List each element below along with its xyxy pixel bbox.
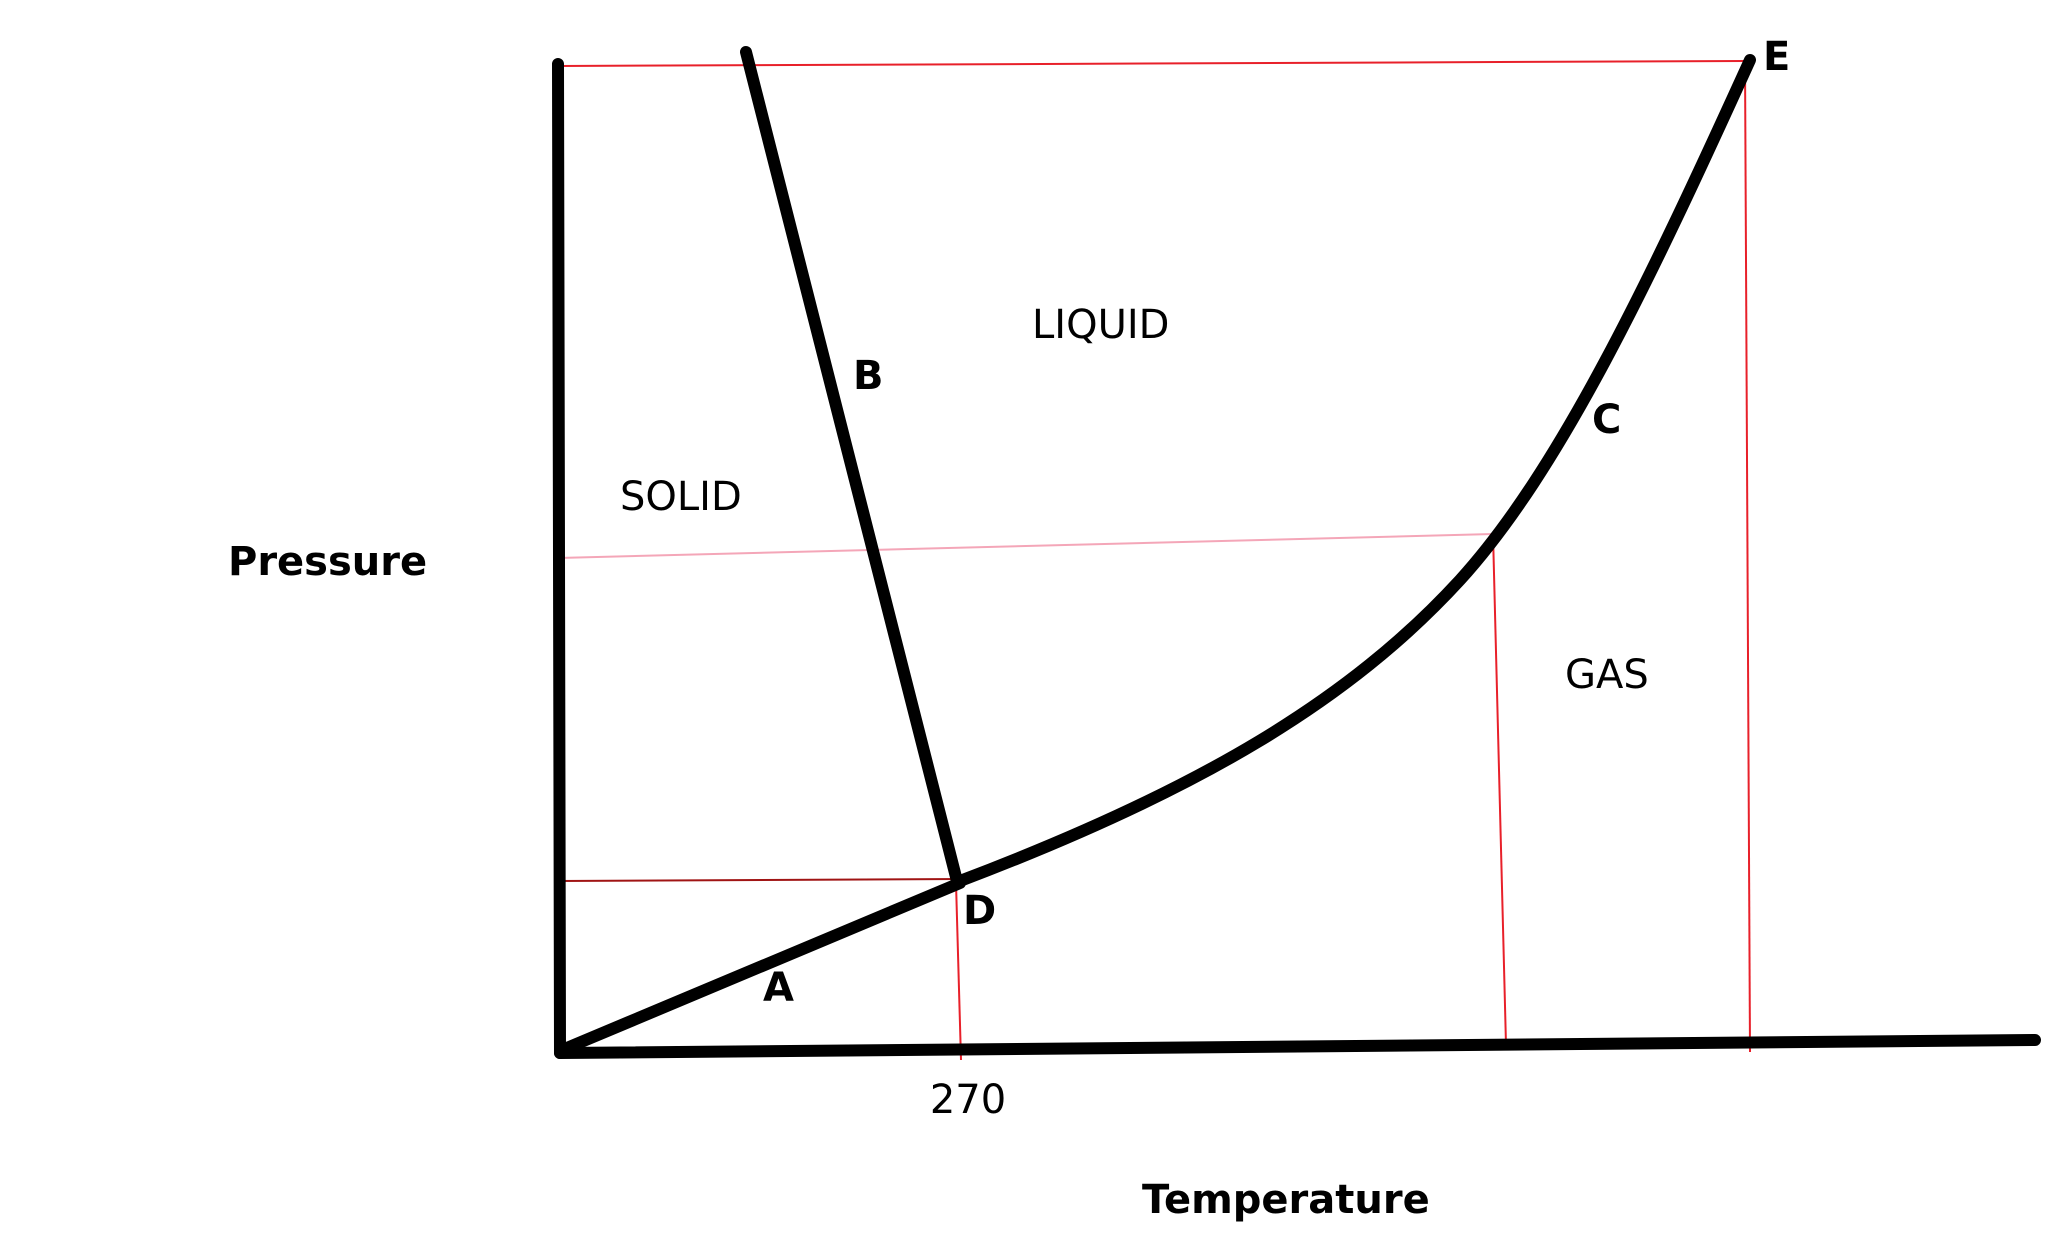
- boiling-vertical-guide-line: [1492, 533, 1507, 1046]
- pressure-axis: [552, 58, 566, 1059]
- region-label-solid: SOLID: [620, 474, 742, 520]
- melting-curve: [740, 46, 963, 887]
- sublimation-curve: [556, 877, 966, 1056]
- guide-lines: [557, 60, 1751, 1061]
- point-label-b: B: [853, 353, 884, 399]
- top-guide-line: [557, 60, 1746, 67]
- phase-boundaries: [552, 46, 2041, 1059]
- critical-vertical-guide-line: [1744, 60, 1751, 1053]
- point-label-a: A: [763, 965, 794, 1011]
- temperature-axis-title: Temperature: [1142, 1177, 1430, 1223]
- triple-point-horizontal-guide-line: [557, 878, 963, 882]
- vaporization-curve: [954, 54, 1756, 887]
- region-label-liquid: LIQUID: [1032, 302, 1169, 348]
- triple-point-vertical-guide-line: [955, 882, 962, 1061]
- point-label-c: C: [1592, 397, 1621, 443]
- temperature-axis: [554, 1034, 2041, 1059]
- pressure-axis-title: Pressure: [228, 539, 427, 585]
- region-label-gas: GAS: [1565, 652, 1649, 698]
- point-label-d: D: [963, 888, 996, 934]
- point-label-e: E: [1763, 34, 1790, 80]
- pressure-guide-line: [557, 533, 1494, 559]
- temperature-tick-label: 270: [930, 1077, 1006, 1123]
